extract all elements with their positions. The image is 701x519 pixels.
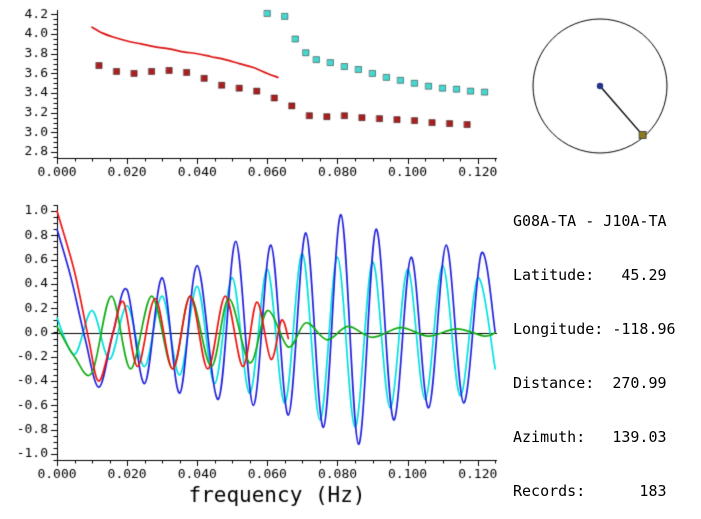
station-pair-label: G08A-TA - J10A-TA (513, 212, 667, 230)
latitude-line: Latitude: 45.29 (513, 266, 667, 284)
records-line: Records: 183 (513, 482, 667, 500)
dispersion-panel-chart[interactable] (0, 0, 500, 192)
azimuth-diagram (511, 8, 701, 168)
longitude-line: Longitude: -118.96 (513, 320, 676, 338)
distance-line: Distance: 270.99 (513, 374, 667, 392)
azimuth-line: Azimuth: 139.03 (513, 428, 667, 446)
station-info: G08A-TA - J10A-TA Latitude: 45.29 Longit… (513, 176, 676, 519)
waveform-panel-chart[interactable] (0, 195, 500, 519)
